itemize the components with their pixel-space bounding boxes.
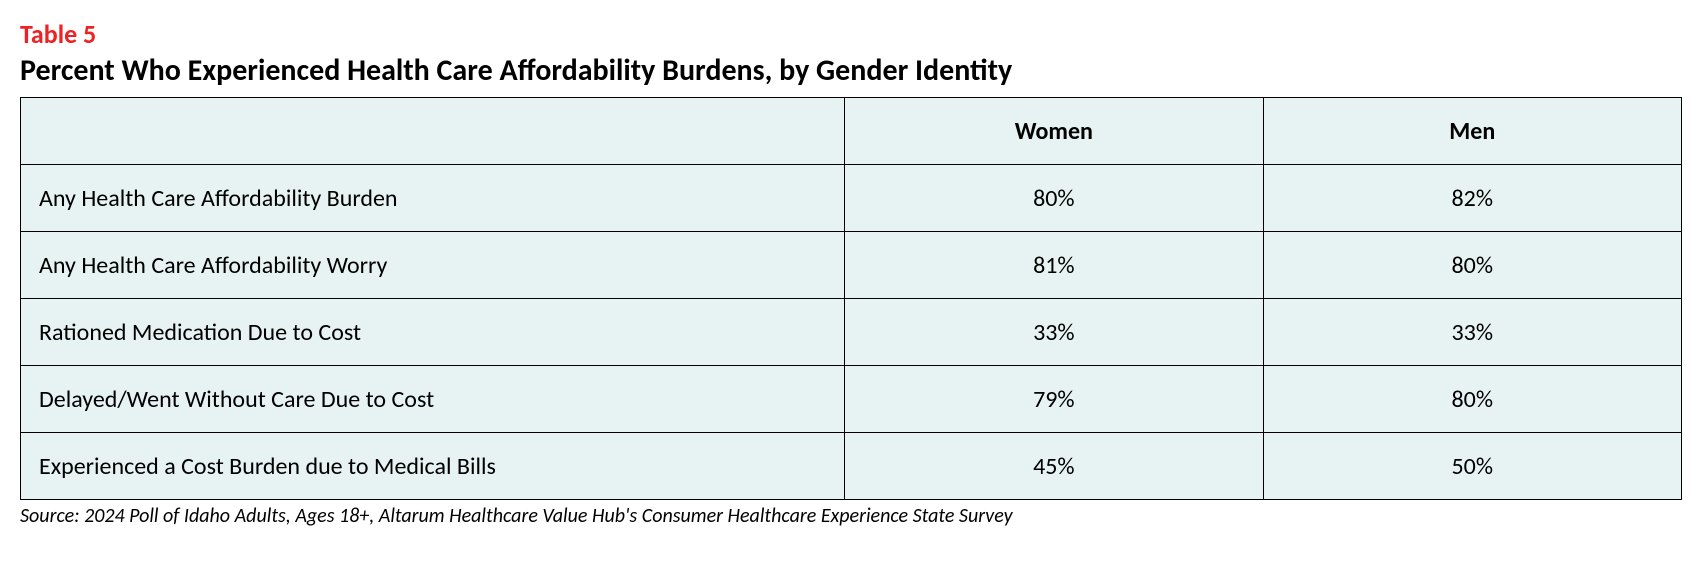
row-value: 81% xyxy=(845,232,1263,299)
table-title: Percent Who Experienced Health Care Affo… xyxy=(20,52,1682,89)
row-value: 80% xyxy=(845,165,1263,232)
table-row: Delayed/Went Without Care Due to Cost 79… xyxy=(21,366,1682,433)
row-value: 33% xyxy=(1263,299,1681,366)
source-note: Source: 2024 Poll of Idaho Adults, Ages … xyxy=(20,504,1682,528)
row-value: 45% xyxy=(845,433,1263,500)
table-row: Experienced a Cost Burden due to Medical… xyxy=(21,433,1682,500)
header-col-1: Men xyxy=(1263,98,1681,165)
row-label: Experienced a Cost Burden due to Medical… xyxy=(21,433,845,500)
row-label: Delayed/Went Without Care Due to Cost xyxy=(21,366,845,433)
row-value: 82% xyxy=(1263,165,1681,232)
row-value: 50% xyxy=(1263,433,1681,500)
table-header-row: Women Men xyxy=(21,98,1682,165)
row-value: 79% xyxy=(845,366,1263,433)
header-col-0: Women xyxy=(845,98,1263,165)
row-label: Any Health Care Affordability Burden xyxy=(21,165,845,232)
table-row: Any Health Care Affordability Burden 80%… xyxy=(21,165,1682,232)
table-row: Rationed Medication Due to Cost 33% 33% xyxy=(21,299,1682,366)
table-number: Table 5 xyxy=(20,18,1682,50)
row-label: Any Health Care Affordability Worry xyxy=(21,232,845,299)
table-row: Any Health Care Affordability Worry 81% … xyxy=(21,232,1682,299)
row-value: 80% xyxy=(1263,232,1681,299)
header-blank xyxy=(21,98,845,165)
row-value: 33% xyxy=(845,299,1263,366)
table-container: Table 5 Percent Who Experienced Health C… xyxy=(20,18,1682,528)
row-label: Rationed Medication Due to Cost xyxy=(21,299,845,366)
data-table: Women Men Any Health Care Affordability … xyxy=(20,97,1682,500)
row-value: 80% xyxy=(1263,366,1681,433)
